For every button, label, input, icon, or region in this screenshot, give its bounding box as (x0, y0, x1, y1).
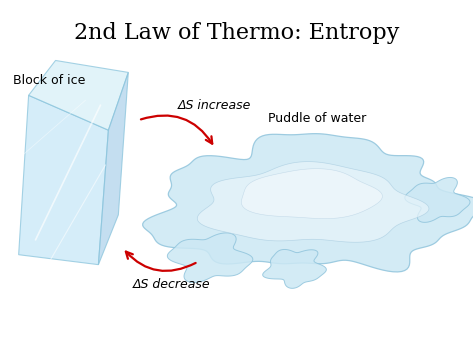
Polygon shape (197, 162, 429, 242)
Text: Block of ice: Block of ice (13, 74, 85, 87)
Text: ΔS increase: ΔS increase (178, 99, 252, 112)
Polygon shape (167, 233, 253, 283)
Polygon shape (241, 169, 383, 219)
Polygon shape (143, 133, 474, 272)
Text: Puddle of water: Puddle of water (268, 112, 366, 125)
Text: ΔS decrease: ΔS decrease (132, 278, 210, 291)
Polygon shape (405, 178, 470, 222)
Polygon shape (28, 60, 128, 130)
Polygon shape (263, 250, 326, 288)
Polygon shape (99, 72, 128, 265)
Polygon shape (18, 95, 109, 265)
Text: 2nd Law of Thermo: Entropy: 2nd Law of Thermo: Entropy (74, 22, 400, 44)
